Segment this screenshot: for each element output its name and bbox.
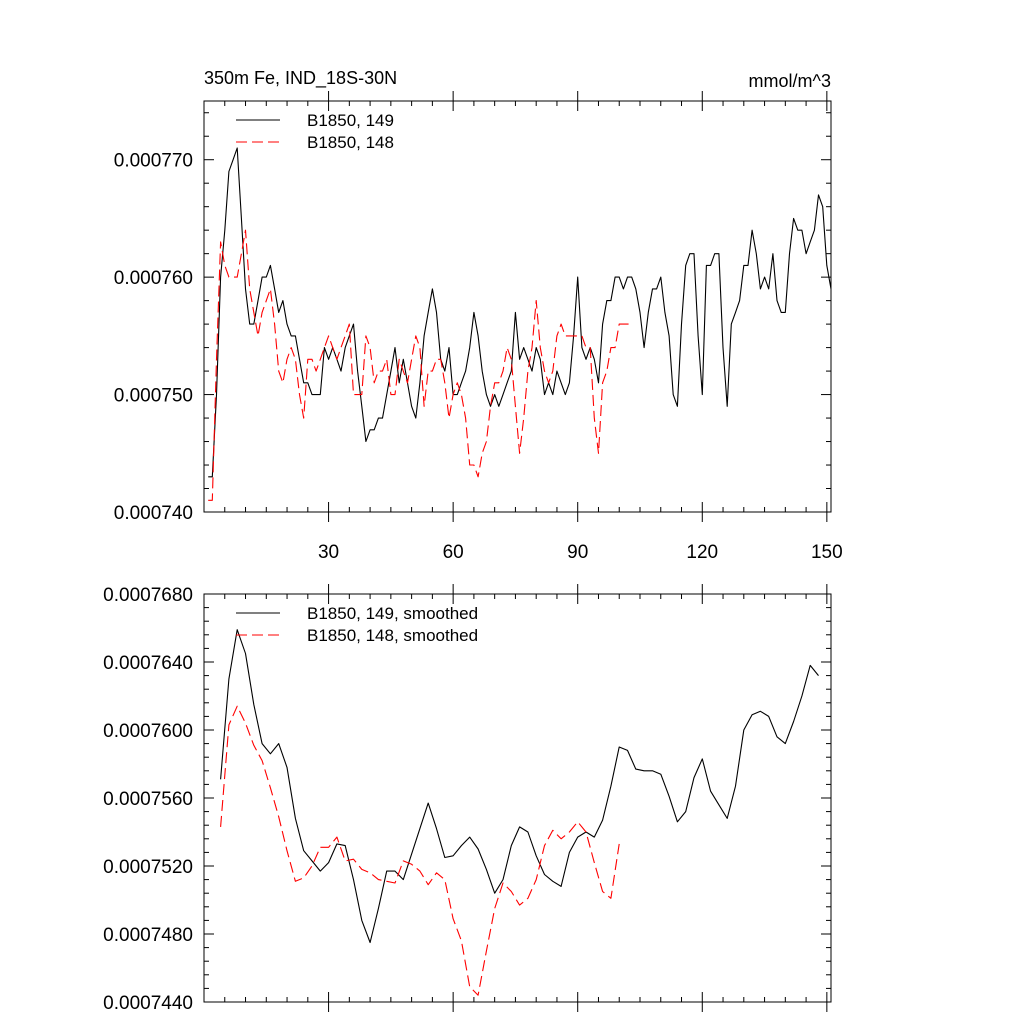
y-tick-label: 0.0007520 xyxy=(103,857,193,878)
y-tick-label: 0.0007600 xyxy=(103,721,193,742)
series-line-1 xyxy=(220,629,819,944)
chart-title: 350m Fe, IND_18S-30N xyxy=(204,68,397,89)
x-tick-label: 60 xyxy=(443,542,464,563)
bottom-panel: 0.0007440 0.0007480 0.0007520 0.0007560 0.00… xyxy=(103,584,832,1014)
y-tick-label: 0.0007640 xyxy=(103,653,193,674)
y-tick-label: 0.000740 xyxy=(114,503,193,524)
y-tick-label: 0.0007560 xyxy=(103,789,193,810)
series-line-1 xyxy=(208,147,832,478)
series-line-2 xyxy=(220,705,620,996)
legend-label-1: B1850, 149 xyxy=(307,111,394,130)
top-panel: 30 60 90 120 150 0.000740 0.000750 0.000760 0.00… xyxy=(114,91,843,563)
y-tick-label: 0.000750 xyxy=(114,386,193,407)
x-tick-label: 30 xyxy=(318,542,339,563)
legend-label-2: B1850, 148 xyxy=(307,133,394,152)
plot-frame xyxy=(203,593,832,1003)
x-tick-label: 150 xyxy=(811,542,843,563)
y-tick-label: 0.0007480 xyxy=(103,925,193,946)
plot-frame xyxy=(203,100,832,513)
y-tick-label: 0.000770 xyxy=(114,151,193,172)
y-tick-label: 0.0007680 xyxy=(103,585,193,606)
y-tick-label: 0.000760 xyxy=(114,268,193,289)
series-line-2 xyxy=(208,229,632,501)
units-label: mmol/m^3 xyxy=(749,71,831,91)
y-tick-label: 0.0007440 xyxy=(103,993,193,1014)
legend-label-1: B1850, 149, smoothed xyxy=(307,604,478,623)
x-tick-label: 90 xyxy=(567,542,588,563)
x-tick-label: 120 xyxy=(686,542,718,563)
legend-label-2: B1850, 148, smoothed xyxy=(307,626,478,645)
